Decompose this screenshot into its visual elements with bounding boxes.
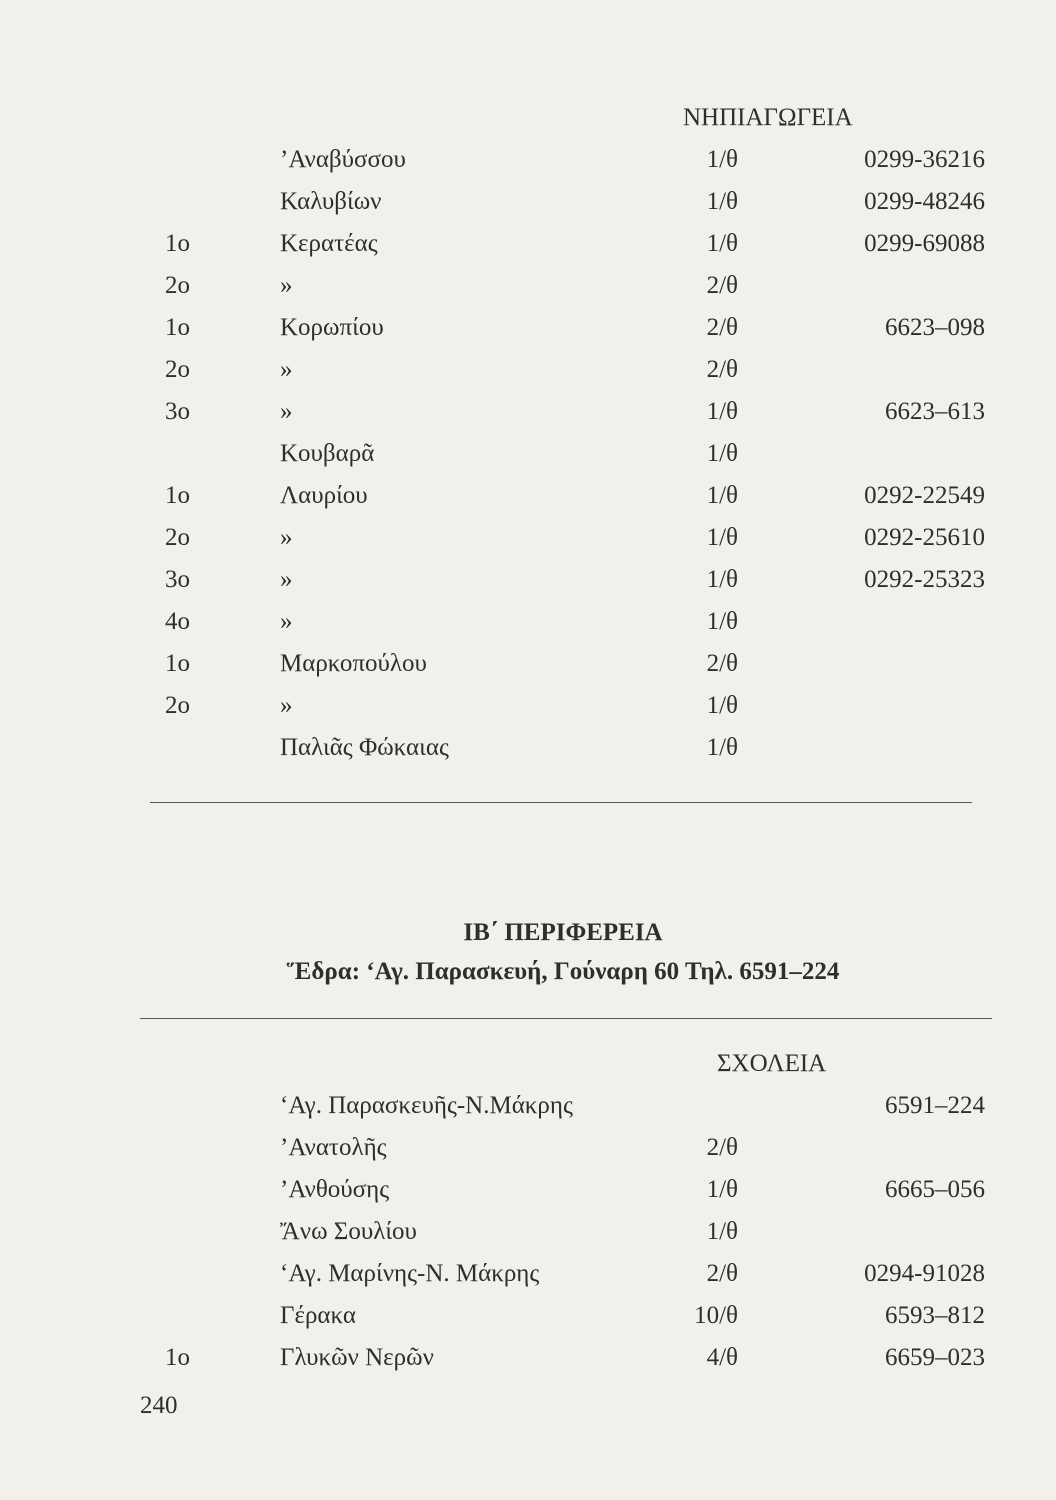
row-name: » [280,692,293,719]
row-classes: 1/θ [706,398,738,425]
table-row: 1ο Μαρκοπούλου 2/θ [0,648,1056,680]
row-name: ‘Αγ. Μαρίνης-Ν. Μάκρης [280,1260,540,1287]
row-name: » [280,608,293,635]
row-name: » [280,566,293,593]
row-name: Ἄνω Σουλίου [280,1218,417,1245]
row-phone: 0299-36216 [864,146,985,173]
table-row: 2ο » 1/θ 0292-25610 [0,522,1056,554]
row-phone: 0292-25610 [864,524,985,551]
row-name: ’Ανατολῆς [280,1134,387,1161]
table-row: 2ο » 2/θ [0,270,1056,302]
row-phone: 0299-48246 [864,188,985,215]
row-name: » [280,398,293,425]
table-row: 2ο » 1/θ [0,690,1056,722]
table-row: 1ο Γλυκῶν Νερῶν 4/θ 6659–023 [0,1342,1056,1374]
row-ordinal: 4ο [165,608,190,635]
row-phone: 6665–056 [885,1176,985,1203]
row-classes: 1/θ [706,524,738,551]
table-row: 1ο Λαυρίου 1/θ 0292-22549 [0,480,1056,512]
row-phone: 6659–023 [885,1344,985,1371]
table-row: Ἄνω Σουλίου 1/θ [0,1216,1056,1248]
row-classes: 2/θ [706,1134,738,1161]
table-row: ’Αναβύσσου 1/θ 0299-36216 [0,144,1056,176]
row-ordinal: 1ο [165,1344,190,1371]
table-row: 1ο Κερατέας 1/θ 0299-69088 [0,228,1056,260]
row-phone: 0294-91028 [864,1260,985,1287]
row-classes: 2/θ [706,650,738,677]
row-classes: 10/θ [694,1302,738,1329]
row-name: Παλιᾶς Φώκαιας [280,734,449,761]
row-classes: 2/θ [706,356,738,383]
row-phone: 6593–812 [885,1302,985,1329]
row-ordinal: 1ο [165,230,190,257]
row-classes: 1/θ [706,230,738,257]
row-name: » [280,272,293,299]
row-classes: 1/θ [706,1218,738,1245]
row-ordinal: 3ο [165,566,190,593]
region-title: ΙΒ΄ ΠΕΡΙΦΕΡΕΙΑ [463,919,663,946]
row-name: Γέρακα [280,1302,357,1329]
table-row: 1ο Κορωπίου 2/θ 6623–098 [0,312,1056,344]
page-number: 240 [140,1392,178,1419]
row-phone: 6623–098 [885,314,985,341]
kindergartens-heading: ΝΗΠΙΑΓΩΓΕΙΑ [683,104,853,131]
row-name: Γλυκῶν Νερῶν [280,1344,434,1371]
table-row: ’Ανατολῆς 2/θ [0,1132,1056,1164]
row-name: Λαυρίου [280,482,368,509]
table-row: 3ο » 1/θ 6623–613 [0,396,1056,428]
row-classes: 1/θ [706,188,738,215]
table-row: ’Ανθούσης 1/θ 6665–056 [0,1174,1056,1206]
row-name: Κερατέας [280,230,378,257]
row-ordinal: 2ο [165,692,190,719]
table-row: Παλιᾶς Φώκαιας 1/θ [0,732,1056,764]
region-seat: Ἕδρα: ‘Αγ. Παρασκευή, Γούναρη 60 Τηλ. 65… [286,958,840,985]
row-ordinal: 1ο [165,314,190,341]
row-classes: 2/θ [706,314,738,341]
row-ordinal: 2ο [165,272,190,299]
row-classes: 1/θ [706,608,738,635]
row-phone: 6623–613 [885,398,985,425]
row-classes: 1/θ [706,734,738,761]
schools-heading: ΣΧΟΛΕΙΑ [717,1050,827,1077]
row-ordinal: 3ο [165,398,190,425]
table-row: ‘Αγ. Παρασκευῆς-Ν.Μάκρης 6591–224 [0,1090,1056,1122]
row-name: Καλυβίων [280,188,382,215]
divider [150,802,972,803]
divider [140,1018,992,1019]
row-name: Κορωπίου [280,314,384,341]
row-name: ‘Αγ. Παρασκευῆς-Ν.Μάκρης [280,1092,573,1119]
row-name: ’Αναβύσσου [280,146,406,173]
row-classes: 4/θ [706,1344,738,1371]
row-classes: 2/θ [706,272,738,299]
row-classes: 2/θ [706,1260,738,1287]
row-name: Κουβαρᾶ [280,440,375,467]
table-row: Γέρακα 10/θ 6593–812 [0,1300,1056,1332]
table-row: ‘Αγ. Μαρίνης-Ν. Μάκρης 2/θ 0294-91028 [0,1258,1056,1290]
table-row: 3ο » 1/θ 0292-25323 [0,564,1056,596]
row-ordinal: 2ο [165,524,190,551]
row-classes: 1/θ [706,692,738,719]
row-classes: 1/θ [706,482,738,509]
row-classes: 1/θ [706,146,738,173]
table-row: Κουβαρᾶ 1/θ [0,438,1056,470]
row-name: ’Ανθούσης [280,1176,390,1203]
row-phone: 0292-22549 [864,482,985,509]
table-row: 4ο » 1/θ [0,606,1056,638]
row-classes: 1/θ [706,566,738,593]
table-row: Καλυβίων 1/θ 0299-48246 [0,186,1056,218]
row-phone: 0292-25323 [864,566,985,593]
table-row: 2ο » 2/θ [0,354,1056,386]
row-classes: 1/θ [706,1176,738,1203]
row-ordinal: 1ο [165,650,190,677]
row-ordinal: 2ο [165,356,190,383]
row-name: » [280,356,293,383]
row-name: Μαρκοπούλου [280,650,427,677]
row-phone: 0299-69088 [864,230,985,257]
row-classes: 1/θ [706,440,738,467]
row-ordinal: 1ο [165,482,190,509]
row-phone: 6591–224 [885,1092,985,1119]
row-name: » [280,524,293,551]
